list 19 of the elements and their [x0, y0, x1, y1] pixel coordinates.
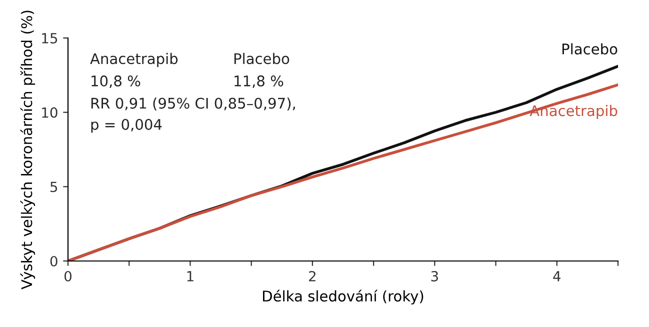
series-label: Anacetrapib — [530, 104, 618, 120]
y-tick-label: 10 — [42, 107, 58, 118]
annotation: Anacetrapib — [90, 52, 178, 67]
y-tick-label: 5 — [50, 182, 58, 192]
annotation: p = 0,004 — [91, 118, 162, 133]
x-tick-label: 3 — [431, 270, 438, 282]
annotation: RR 0,91 (95% CI 0,85–0,97), — [91, 97, 295, 110]
annotation: 11,8 % — [234, 75, 284, 88]
x-tick-label: 1 — [187, 271, 194, 282]
y-axis-title: Výskyt velkých koronárních příhod (%) — [20, 10, 36, 290]
annotation: Placebo — [234, 52, 290, 64]
x-axis-title: Délka sledování (roky) — [263, 290, 424, 304]
y-tick-label: 0 — [50, 256, 58, 266]
y-tick-label: 15 — [42, 33, 58, 44]
series-label: Placebo — [562, 43, 618, 54]
x-tick-label: 4 — [553, 271, 561, 282]
annotation: 10,8 % — [92, 75, 140, 88]
x-tick-label: 0 — [64, 270, 72, 282]
x-tick-label: 2 — [309, 270, 316, 282]
